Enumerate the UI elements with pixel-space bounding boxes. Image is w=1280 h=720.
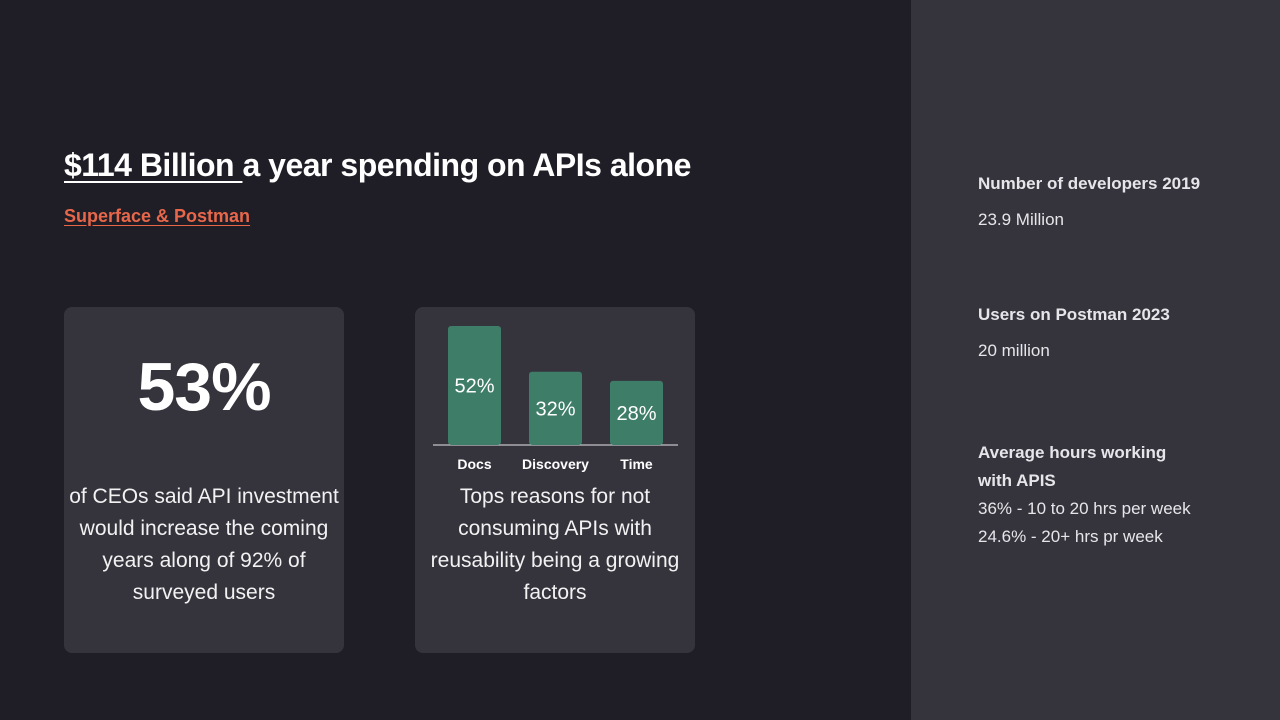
headline-amount: $114 Billion [64, 147, 243, 183]
sidebar-item-developers: Number of developers 2019 23.9 Million [978, 170, 1238, 234]
bar-value-label: 52% [454, 376, 494, 398]
bar-docs [448, 326, 501, 445]
headline-rest: a year spending on APIs alone [242, 147, 691, 183]
bar-discovery [529, 371, 582, 445]
main-panel: $114 Billion a year spending on APIs alo… [64, 144, 695, 653]
bar-value-label: 28% [616, 403, 656, 425]
sidebar-label: Number of developers 2019 [978, 174, 1201, 193]
sidebar-value: 24.6% - 20+ hrs pr week [978, 527, 1163, 546]
ceo-stat-card: 53% of CEOs said API investment would in… [64, 307, 344, 653]
category-label: Time [620, 456, 653, 472]
sidebar-label: Average hours working with APIS [978, 443, 1167, 490]
big-stat: 53% [137, 349, 271, 425]
reasons-card: 52% Docs 32% Discovery 28% Time Tops reasons … [415, 307, 695, 653]
ceo-stat-description: of CEOs said API investment would increa… [69, 485, 339, 604]
sidebar-value: 23.9 Million [978, 210, 1064, 229]
stats-sidebar [911, 0, 1280, 720]
sidebar-value: 20 million [978, 341, 1050, 360]
page-title: $114 Billion a year spending on APIs alo… [64, 144, 691, 186]
bar-value-label: 32% [535, 398, 575, 420]
sidebar-value: 36% - 10 to 20 hrs per week [978, 499, 1191, 518]
reasons-description: Tops reasons for not consuming APIs with… [430, 485, 680, 604]
bar-time [610, 380, 663, 445]
source-link[interactable]: Superface & Postman [64, 206, 251, 226]
sidebar-item-hours: Average hours working with APIS 36% - 10… [978, 439, 1191, 551]
reasons-bar-chart: 52% Docs 32% Discovery 28% Time [433, 326, 678, 472]
sidebar-item-postman-users: Users on Postman 2023 20 million [978, 301, 1238, 365]
category-label: Docs [457, 456, 491, 472]
category-label: Discovery [522, 456, 589, 472]
sidebar-label: Users on Postman 2023 [978, 305, 1170, 324]
